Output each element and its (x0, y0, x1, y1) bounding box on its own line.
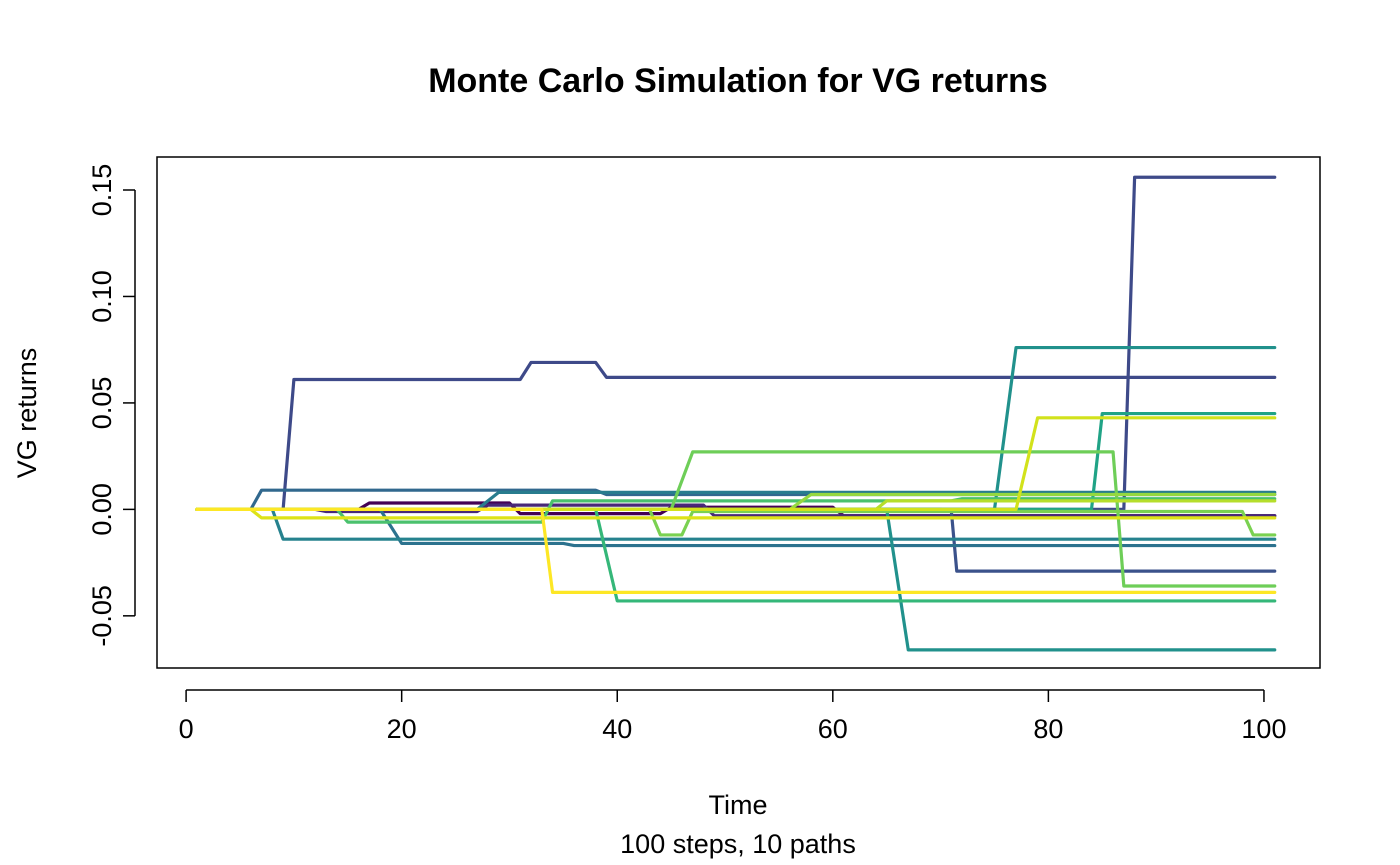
x-axis-label: Time (709, 790, 768, 820)
x-axis-subtitle: 100 steps, 10 paths (620, 829, 856, 859)
x-tick-label: 0 (179, 714, 194, 744)
x-tick-label: 80 (1033, 714, 1063, 744)
series-line-10 (195, 345, 1277, 511)
series-line-9 (195, 507, 1277, 541)
y-tick-label: 0.00 (87, 483, 117, 536)
y-tick-label: -0.05 (87, 585, 117, 647)
series-layer (195, 175, 1277, 652)
plot-area-border (156, 156, 1321, 669)
y-axis: -0.05 0.00 0.05 0.10 0.15 (87, 164, 136, 647)
series-line-16 (195, 507, 1277, 537)
y-tick-label: 0.05 (87, 377, 117, 430)
y-tick-label: 0.15 (87, 164, 117, 217)
y-axis-label: VG returns (12, 348, 42, 479)
series-line-3 (195, 360, 1277, 511)
series-line-19 (195, 416, 1277, 511)
x-tick-label: 20 (387, 714, 417, 744)
x-axis: 0 20 40 60 80 100 (179, 689, 1286, 744)
series-line-14 (195, 497, 1277, 524)
x-tick-label: 40 (602, 714, 632, 744)
x-tick-label: 100 (1241, 714, 1286, 744)
y-tick-label: 0.10 (87, 270, 117, 323)
x-tick-label: 60 (818, 714, 848, 744)
series-line-21 (195, 507, 1277, 595)
chart-title: Monte Carlo Simulation for VG returns (428, 62, 1048, 100)
series-line-11 (195, 507, 1277, 652)
